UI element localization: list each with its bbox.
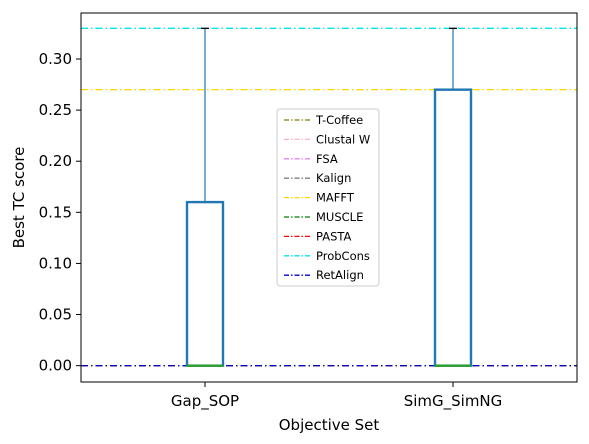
legend-label-probcons: ProbCons — [316, 249, 370, 263]
y-tick-label: 0.25 — [39, 101, 72, 119]
y-tick-label: 0.15 — [39, 203, 72, 221]
plot-frame — [80, 12, 578, 383]
y-tick-label: 0.20 — [39, 152, 72, 170]
x-tick-label: SimG_SimNG — [404, 392, 503, 411]
legend-box — [276, 108, 380, 287]
legend-label-clustal-w: Clustal W — [316, 132, 370, 146]
y-tick-label: 0.10 — [39, 254, 72, 272]
box-simg-simng — [433, 88, 473, 367]
x-axis: Gap_SOP SimG_SimNG — [171, 382, 502, 411]
x-tick-label: Gap_SOP — [171, 392, 239, 411]
box-gap-sop — [185, 200, 225, 367]
legend: T-Coffee Clustal W FSA Kalign MAFFT MUSCLE PAS… — [276, 108, 380, 287]
y-axis: 0.00 0.05 0.10 0.15 0.20 0.25 0.30 — [39, 50, 81, 375]
legend-label-kalign: Kalign — [316, 171, 351, 185]
legend-label-muscle: MUSCLE — [316, 210, 363, 224]
y-axis-label: Best TC score — [10, 147, 28, 249]
plot-area — [81, 27, 577, 367]
y-tick-label: 0.30 — [39, 50, 72, 68]
legend-label-fsa: FSA — [316, 152, 338, 166]
legend-label-mafft: MAFFT — [316, 191, 355, 205]
x-axis-label: Objective Set — [279, 416, 380, 434]
legend-label-t-coffee: T-Coffee — [315, 113, 363, 127]
legend-label-pasta: PASTA — [316, 229, 351, 243]
y-tick-label: 0.05 — [39, 306, 72, 324]
y-tick-label: 0.00 — [39, 357, 72, 375]
legend-label-retalign: RetAlign — [316, 268, 364, 282]
